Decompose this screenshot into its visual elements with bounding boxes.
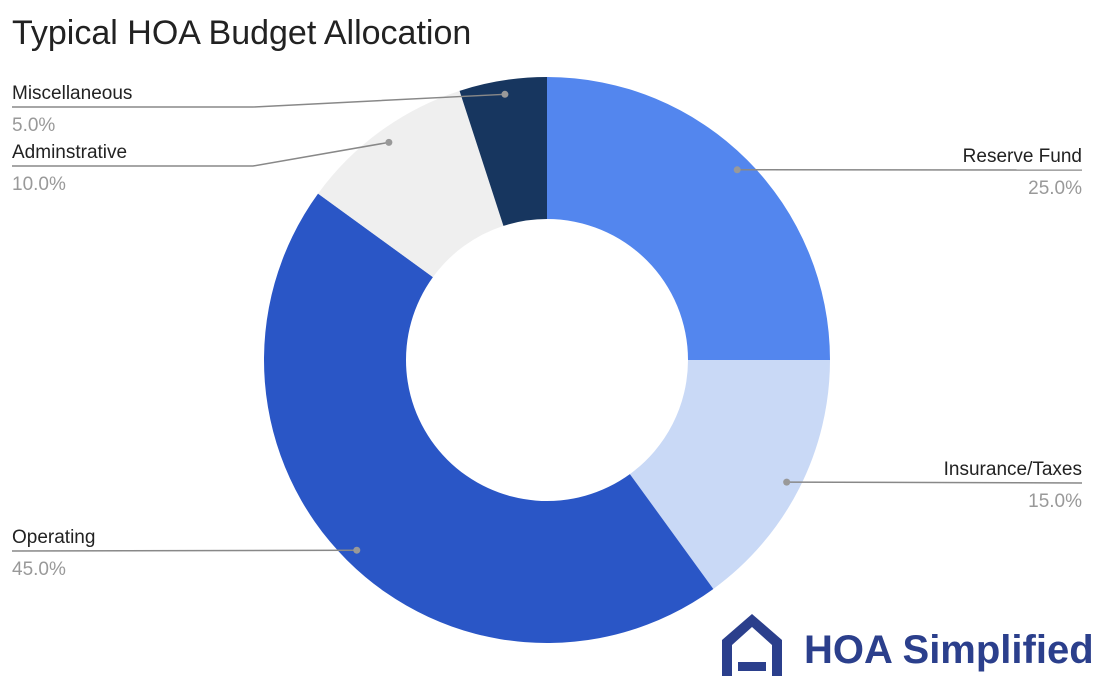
logo-icon: [722, 614, 782, 676]
plot: Reserve Fund 25.0% Insurance/Taxes 15.0% Ope…: [11, 77, 1083, 643]
value-label: 45.0%: [12, 559, 66, 580]
leader-line: [12, 141, 390, 167]
slice-label: Insurance/Taxes: [944, 459, 1082, 480]
chart-title: Typical HOA Budget Allocation: [12, 14, 471, 52]
slice: [264, 193, 714, 643]
leader-dot: [353, 546, 361, 554]
leader-line: [786, 481, 1083, 484]
leader-dot: [783, 478, 791, 486]
slice-label: Reserve Fund: [963, 146, 1082, 167]
leader-line: [12, 93, 505, 108]
slice-label: Adminstrative: [12, 142, 127, 163]
slice-label: Miscellaneous: [12, 83, 132, 104]
logo-icon-base: [738, 662, 766, 671]
leader-dot: [501, 90, 509, 98]
slice: [318, 90, 504, 278]
slice: [629, 360, 830, 589]
value-label: 5.0%: [12, 115, 55, 136]
value-label: 15.0%: [1028, 491, 1082, 512]
leader-dot: [733, 166, 741, 174]
slice: [459, 77, 547, 226]
logo-text: HOA Simplified: [804, 628, 1094, 672]
value-label: 25.0%: [1028, 178, 1082, 199]
leader-line: [11, 549, 357, 552]
logo: HOA Simplified: [722, 614, 1094, 676]
leader-dot: [385, 138, 393, 146]
slice: [547, 77, 830, 360]
slice-label: Operating: [12, 527, 95, 548]
value-label: 10.0%: [12, 174, 66, 195]
